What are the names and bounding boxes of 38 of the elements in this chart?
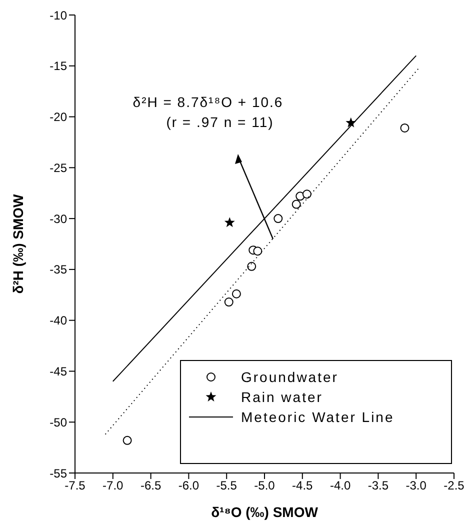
y-tick-label: -30 bbox=[50, 212, 68, 226]
point bbox=[247, 262, 256, 271]
point bbox=[302, 190, 312, 199]
y-tick-label: -15 bbox=[50, 59, 68, 74]
x-tick-label: -2.5 bbox=[444, 478, 465, 493]
x-tick-label: -6.5 bbox=[140, 478, 162, 493]
y-tick-label: -35 bbox=[50, 262, 68, 277]
annotation: (r = .97 n = 11) bbox=[166, 114, 274, 130]
legend-label: Groundwater bbox=[241, 369, 338, 385]
y-tick-label: -20 bbox=[50, 110, 68, 124]
x-tick-label: -4.5 bbox=[292, 478, 314, 493]
x-tick-label: -3.0 bbox=[406, 478, 427, 493]
x-tick-label: -7.5 bbox=[64, 478, 86, 493]
y-tick-label: -40 bbox=[50, 314, 68, 328]
y-axis-title: δ²H (‰) SMOW bbox=[10, 193, 26, 294]
point bbox=[292, 200, 301, 209]
point bbox=[400, 123, 410, 132]
point bbox=[274, 214, 283, 224]
legend-label: Meteoric Water Line bbox=[241, 409, 394, 425]
x-tick-label: -7.0 bbox=[102, 478, 124, 493]
point bbox=[232, 289, 241, 298]
point bbox=[122, 436, 132, 445]
legend-label: Rain water bbox=[241, 389, 323, 405]
y-tick-label: -55 bbox=[50, 466, 68, 480]
point bbox=[224, 298, 234, 307]
y-tick-label: -25 bbox=[50, 160, 68, 175]
x-tick-label: -5.0 bbox=[254, 478, 276, 493]
y-tick-label: -10 bbox=[50, 8, 68, 22]
x-tick-label: -6.0 bbox=[178, 478, 200, 493]
point bbox=[224, 217, 235, 228]
x-tick-label: -5.5 bbox=[216, 478, 238, 493]
y-tick-label: -45 bbox=[50, 364, 68, 378]
x-tick-label: -3.5 bbox=[368, 478, 389, 493]
x-axis-title: δ¹⁸O (‰) SMOW bbox=[211, 504, 319, 520]
annotation: δ²H = 8.7δ¹⁸O + 10.6 bbox=[132, 94, 284, 110]
point bbox=[253, 246, 262, 256]
y-tick-label: -50 bbox=[50, 415, 68, 430]
x-tick-label: -4.0 bbox=[330, 478, 351, 493]
